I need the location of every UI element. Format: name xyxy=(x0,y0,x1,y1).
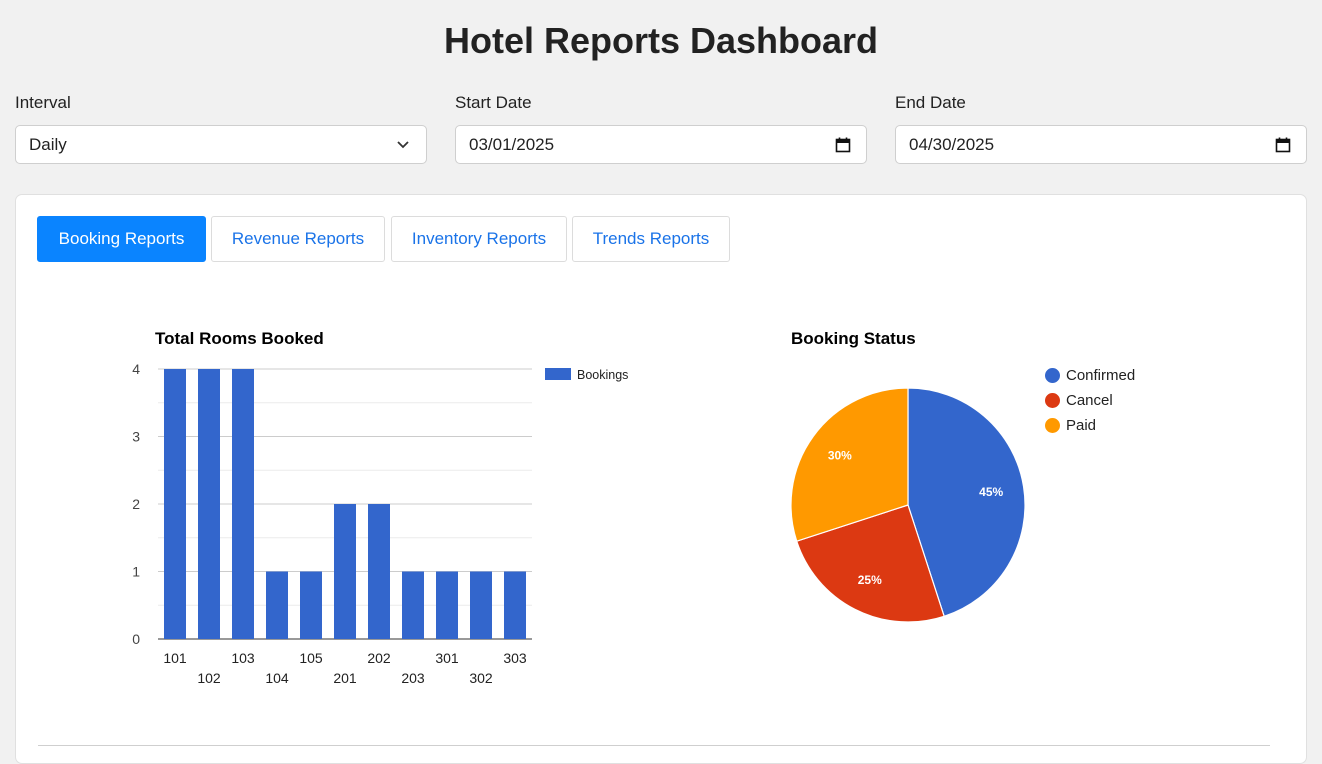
paid-dot xyxy=(1045,418,1060,433)
confirmed-dot xyxy=(1045,368,1060,383)
calendar-icon[interactable] xyxy=(834,135,852,155)
legend-cancel-label: Cancel xyxy=(1066,392,1113,409)
x-tick-label: 101 xyxy=(163,650,187,666)
chevron-down-icon xyxy=(394,135,412,155)
report-table-border xyxy=(38,745,1270,746)
bar-102[interactable] xyxy=(198,369,220,639)
reports-panel: Booking Reports Revenue Reports Inventor… xyxy=(15,194,1307,764)
bar-303[interactable] xyxy=(504,571,526,640)
legend-swatch-bookings xyxy=(545,368,571,380)
y-tick-label: 2 xyxy=(132,496,140,512)
interval-select[interactable]: Daily xyxy=(15,125,427,164)
y-tick-label: 1 xyxy=(132,564,140,580)
bar-301[interactable] xyxy=(436,571,458,640)
booking-status-pie-chart: 45%25%30% xyxy=(790,387,1026,623)
bar-103[interactable] xyxy=(232,369,254,639)
x-tick-label: 202 xyxy=(367,650,391,666)
pie-slice-cancel[interactable] xyxy=(795,504,945,623)
x-tick-label: 102 xyxy=(197,670,221,686)
x-tick-label: 301 xyxy=(435,650,459,666)
start-date-input[interactable]: 03/01/2025 xyxy=(455,125,867,164)
tab-trends-reports[interactable]: Trends Reports xyxy=(572,216,730,262)
y-tick-label: 4 xyxy=(132,361,140,377)
legend-confirmed: Confirmed xyxy=(1045,367,1135,384)
legend-confirmed-label: Confirmed xyxy=(1066,367,1136,384)
page-title: Hotel Reports Dashboard xyxy=(443,20,879,61)
bar-202[interactable] xyxy=(368,504,390,639)
pie-slice-confirmed[interactable] xyxy=(907,387,1026,618)
x-tick-label: 303 xyxy=(503,650,527,666)
y-tick-label: 0 xyxy=(132,631,140,647)
start-date-label: Start Date xyxy=(455,93,532,112)
pie-slice-paid[interactable] xyxy=(790,387,909,542)
bar-302[interactable] xyxy=(470,571,492,640)
legend-bookings-label: Bookings xyxy=(577,368,628,382)
x-tick-label: 201 xyxy=(333,670,357,686)
x-tick-label: 104 xyxy=(265,670,289,686)
x-tick-label: 203 xyxy=(401,670,425,686)
bar-105[interactable] xyxy=(300,571,322,640)
bar-104[interactable] xyxy=(266,571,288,640)
bar-203[interactable] xyxy=(402,571,424,640)
x-tick-label: 105 xyxy=(299,650,323,666)
end-date-label: End Date xyxy=(895,93,966,112)
tab-inventory-reports[interactable]: Inventory Reports xyxy=(391,216,567,262)
calendar-icon[interactable] xyxy=(1274,135,1292,155)
start-date-value: 03/01/2025 xyxy=(469,134,555,154)
end-date-value: 04/30/2025 xyxy=(909,134,995,154)
tab-booking-reports[interactable]: Booking Reports xyxy=(37,216,206,262)
x-tick-label: 103 xyxy=(231,650,255,666)
tab-revenue-reports[interactable]: Revenue Reports xyxy=(211,216,385,262)
x-tick-label: 302 xyxy=(469,670,493,686)
legend-cancel: Cancel xyxy=(1045,392,1113,409)
bar-101[interactable] xyxy=(164,369,186,639)
legend-paid: Paid xyxy=(1045,417,1096,434)
pie-chart-title: Booking Status xyxy=(791,329,916,348)
bar-chart-title: Total Rooms Booked xyxy=(155,329,324,348)
interval-label: Interval xyxy=(15,93,71,112)
bar-201[interactable] xyxy=(334,504,356,639)
legend-paid-label: Paid xyxy=(1066,417,1097,434)
cancel-dot xyxy=(1045,393,1060,408)
rooms-booked-bar-chart: 0 1 2 3 4 101 102 103 104 105 201 202 203 301 302 303 Bo… xyxy=(132,361,628,686)
interval-value: Daily xyxy=(29,134,67,154)
end-date-input[interactable]: 04/30/2025 xyxy=(895,125,1307,164)
y-tick-label: 3 xyxy=(132,429,140,445)
